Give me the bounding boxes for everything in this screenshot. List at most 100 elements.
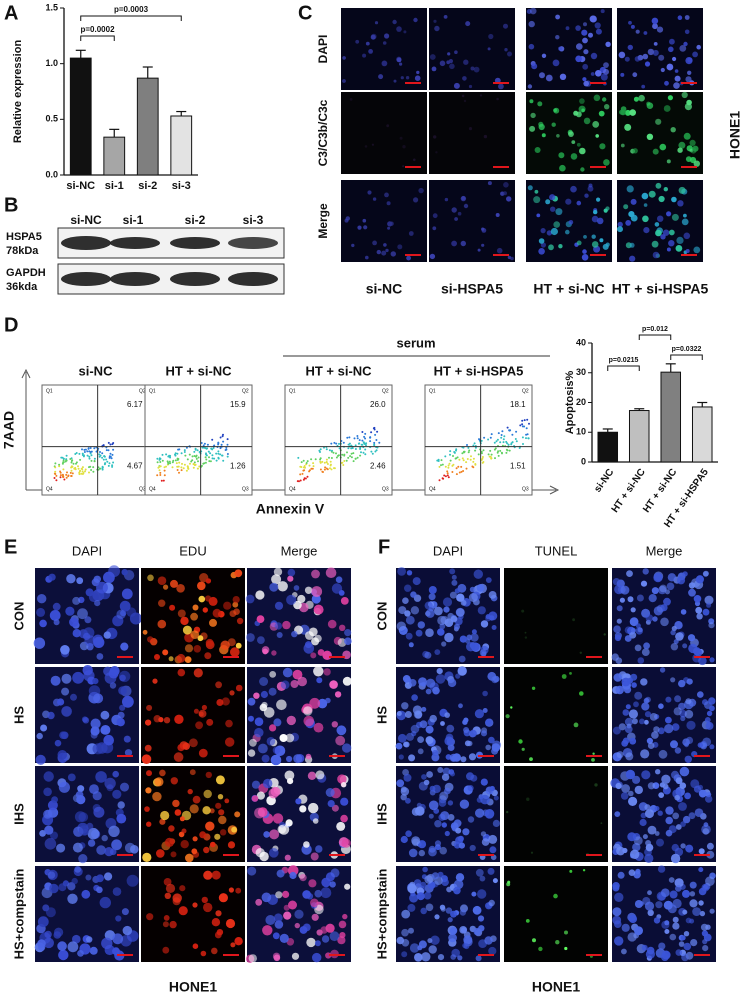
cell xyxy=(568,131,574,138)
cell xyxy=(461,94,465,98)
cell xyxy=(398,606,407,615)
cell xyxy=(668,229,675,236)
cell xyxy=(405,615,415,625)
event xyxy=(71,472,74,475)
cell xyxy=(484,809,495,819)
event xyxy=(55,474,58,477)
cell xyxy=(96,581,108,594)
cell xyxy=(469,586,476,593)
significance-bracket xyxy=(80,35,115,41)
cell xyxy=(234,937,243,946)
event xyxy=(302,459,305,462)
event xyxy=(326,468,329,471)
cell xyxy=(689,139,696,146)
cell xyxy=(49,883,59,894)
event xyxy=(99,454,102,457)
plot-title: si-NC xyxy=(79,363,114,378)
event xyxy=(220,443,223,446)
cell xyxy=(468,84,473,89)
event xyxy=(371,452,374,455)
cell xyxy=(317,649,325,656)
cell xyxy=(480,730,488,737)
cell xyxy=(234,811,241,818)
cell xyxy=(652,49,659,56)
cell xyxy=(414,953,423,962)
cell xyxy=(634,644,642,652)
cell xyxy=(446,886,452,893)
cell xyxy=(635,868,641,875)
column-label: HT + si-HSPA5 xyxy=(612,281,709,297)
cell xyxy=(221,697,230,706)
cell xyxy=(576,200,582,206)
event xyxy=(440,464,442,467)
cell xyxy=(82,717,90,724)
cell xyxy=(227,638,236,647)
cell xyxy=(492,878,498,884)
cell xyxy=(365,255,369,260)
cell xyxy=(193,708,199,714)
event xyxy=(446,470,449,473)
event xyxy=(338,442,340,445)
cell xyxy=(583,235,587,239)
cell xyxy=(528,43,535,50)
cell xyxy=(631,682,637,688)
cell xyxy=(551,122,556,127)
event xyxy=(311,467,314,470)
cell xyxy=(635,623,641,629)
event xyxy=(75,461,78,464)
cell xyxy=(402,165,405,168)
cell xyxy=(524,631,527,634)
cell xyxy=(705,795,713,803)
cell xyxy=(235,684,243,692)
cell xyxy=(450,954,457,960)
cell xyxy=(170,777,178,785)
cell xyxy=(590,72,595,76)
event xyxy=(59,476,62,479)
event xyxy=(467,446,470,449)
event xyxy=(502,438,505,441)
event xyxy=(342,464,345,466)
cell xyxy=(182,625,192,635)
cell xyxy=(311,913,319,921)
event xyxy=(192,463,195,465)
cell xyxy=(103,734,114,746)
event xyxy=(300,461,303,464)
cell xyxy=(688,812,696,820)
cell xyxy=(317,698,328,709)
cell xyxy=(368,49,373,54)
cell xyxy=(396,621,406,631)
cell xyxy=(337,936,346,945)
cell xyxy=(339,932,346,939)
cell xyxy=(612,915,622,925)
event xyxy=(494,457,496,460)
cell xyxy=(658,703,664,709)
cell xyxy=(163,915,170,921)
column-label: Merge xyxy=(281,543,318,558)
column-label: DAPI xyxy=(72,543,102,558)
event xyxy=(70,465,73,468)
cell xyxy=(211,870,221,880)
column-label: si-HSPA5 xyxy=(441,281,503,297)
cell xyxy=(417,748,424,755)
cell xyxy=(164,837,175,848)
cell xyxy=(680,715,686,722)
event xyxy=(107,464,110,467)
cell xyxy=(706,850,715,859)
cell xyxy=(624,109,631,116)
cell xyxy=(684,709,694,719)
cell xyxy=(123,735,131,743)
event xyxy=(454,457,457,460)
cell xyxy=(400,835,408,844)
cell xyxy=(179,885,186,892)
cell xyxy=(395,742,403,750)
event xyxy=(166,460,169,463)
cell xyxy=(430,935,440,945)
event xyxy=(362,441,365,444)
cell xyxy=(652,251,660,259)
cell xyxy=(279,734,288,742)
cell xyxy=(272,932,280,940)
cell xyxy=(413,710,423,719)
cell xyxy=(313,722,324,733)
cell xyxy=(432,226,437,231)
event xyxy=(107,441,110,444)
